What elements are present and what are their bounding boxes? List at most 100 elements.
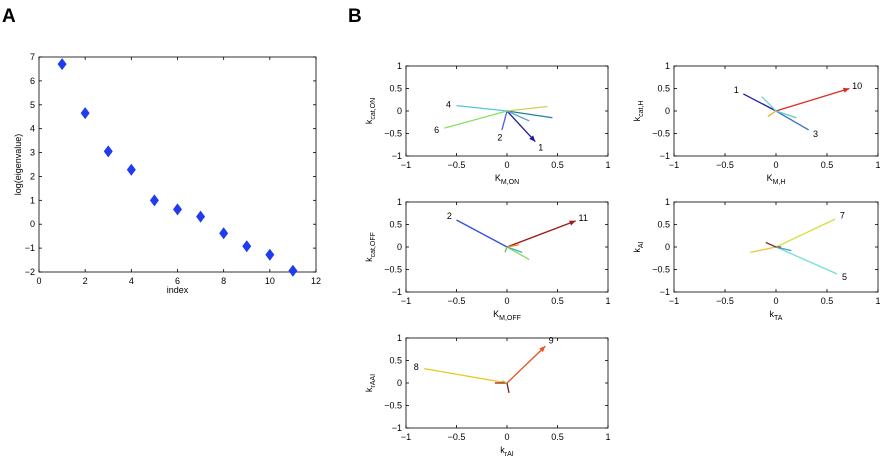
chart-b2-vector xyxy=(775,87,850,112)
chart-b2-vector-label: 10 xyxy=(852,81,862,91)
chart-b2-ytick-label: 0.5 xyxy=(657,84,670,94)
chart-b5-xlabel: krAI xyxy=(500,445,514,458)
chart-b1-vector xyxy=(444,110,508,129)
chart-b5-vector-label: 9 xyxy=(549,336,554,346)
chart-b4-xtick-label: −1 xyxy=(669,296,679,306)
chart-b5-vector-label: 8 xyxy=(414,362,419,372)
chart-a-point xyxy=(149,194,159,207)
chart-a-ytick-label: 1 xyxy=(30,195,35,205)
chart-b3-vector xyxy=(506,246,523,254)
chart-b1-vector xyxy=(456,104,508,112)
chart-b1-vector xyxy=(506,110,553,119)
chart-b1-ytick-label: −1 xyxy=(392,151,402,161)
chart-b2-vector-label: 1 xyxy=(734,85,739,95)
chart-b3-ytick-label: 0.5 xyxy=(389,220,402,230)
chart-b3-xtick-label: −1 xyxy=(401,296,411,306)
chart-b3-xtick-label: 0 xyxy=(504,296,509,306)
chart-b4-xtick-label: −0.5 xyxy=(716,296,734,306)
chart-b2-vector-label: 3 xyxy=(813,129,818,139)
chart-b4-xtick-label: 0 xyxy=(773,296,778,306)
chart-a-ytick-label: 4 xyxy=(30,124,35,134)
chart-b5-xtick-label: 0.5 xyxy=(551,432,564,442)
chart-b2-xtick-label: 0.5 xyxy=(821,160,834,170)
chart-b5-ytick-label: −1 xyxy=(392,423,402,433)
chart-b1-xtick-label: −0.5 xyxy=(448,160,466,170)
chart-a-point xyxy=(219,227,229,240)
chart-b3: −1 −0.5 0 0.5 1 −1 −0.5 0 0.5 1 KM,OFF kcat,OFF 11 2 xyxy=(364,197,611,322)
chart-a-xlabel: index xyxy=(167,285,189,295)
chart-b1-vector-label: 4 xyxy=(446,100,451,110)
chart-a-point xyxy=(196,210,206,223)
chart-a-ytick-label: 5 xyxy=(30,100,35,110)
chart-b3-ytick-label: −1 xyxy=(392,287,402,297)
chart-b3-vector-label: 2 xyxy=(447,211,452,221)
chart-b1-xtick-label: 0 xyxy=(504,160,509,170)
chart-b2-xtick-label: 1 xyxy=(875,160,880,170)
chart-a-ytick-label: −1 xyxy=(25,243,35,253)
chart-b3-ytick-label: −0.5 xyxy=(384,265,402,275)
chart-a-xtick-label: 12 xyxy=(311,276,321,286)
chart-a-point xyxy=(173,203,182,216)
chart-a-point xyxy=(126,163,136,176)
chart-b1-xlabel: KM,ON xyxy=(495,173,519,186)
chart-b5-vector-head xyxy=(539,346,546,353)
chart-b3-xlabel: KM,OFF xyxy=(493,309,521,322)
chart-b2-xtick-label: 0 xyxy=(773,160,778,170)
chart-b4-xtick-label: 1 xyxy=(875,296,880,306)
chart-b5-vector xyxy=(424,367,508,384)
chart-a-point xyxy=(242,240,252,253)
chart-b2-vector xyxy=(743,93,777,112)
chart-a-point xyxy=(80,107,90,120)
chart-a-ytick-label: 3 xyxy=(30,148,35,158)
chart-b4-ytick-label: −0.5 xyxy=(652,265,670,275)
chart-b3-vector xyxy=(506,244,520,248)
chart-b5: −1 −0.5 0 0.5 1 −1 −0.5 0 0.5 1 krAI krAAI 9 8 xyxy=(364,333,611,458)
chart-a-point xyxy=(103,145,113,158)
chart-a-ytick-label: −2 xyxy=(25,267,35,277)
chart-b1-vector xyxy=(506,110,536,143)
chart-b1-vector xyxy=(506,110,530,122)
chart-b1-vector-head xyxy=(529,135,536,142)
chart-b3-vector-head xyxy=(569,220,576,226)
chart-layer: 0 2 4 6 8 10 12−2−101234567indexlog(eigenvalue… xyxy=(13,52,881,458)
chart-b1-ytick-label: 0.5 xyxy=(389,84,402,94)
chart-b5-xtick-label: 0 xyxy=(504,432,509,442)
chart-b2-ytick-label: −0.5 xyxy=(652,129,670,139)
chart-b3-xtick-label: 1 xyxy=(605,296,610,306)
chart-b1-vector-label: 2 xyxy=(497,133,502,143)
chart-b4: −1 −0.5 0 0.5 1 −1 −0.5 0 0.5 1 kTA kAI 7 5 xyxy=(632,197,881,322)
chart-b1-ylabel: kcat,ON xyxy=(364,98,377,124)
chart-b2-xtick-label: −0.5 xyxy=(716,160,734,170)
chart-b2-ytick-label: 0 xyxy=(665,106,670,116)
chart-b2-vector xyxy=(775,110,809,131)
chart-b2-xtick-label: −1 xyxy=(669,160,679,170)
chart-b4-vector-label: 7 xyxy=(840,211,845,221)
chart-b2-ylabel: kcat,H xyxy=(632,101,645,122)
chart-b4-xtick-label: 0.5 xyxy=(821,296,834,306)
chart-a-ytick-label: 0 xyxy=(30,219,35,229)
chart-b3-vector xyxy=(506,246,530,261)
chart-b3-ytick-label: 0 xyxy=(397,242,402,252)
chart-a-ytick-label: 7 xyxy=(30,52,35,62)
chart-a: 0 2 4 6 8 10 12−2−101234567indexlog(eigenvalue… xyxy=(13,52,321,295)
chart-b4-vector xyxy=(775,246,838,275)
panel-letter-a: A xyxy=(2,6,16,27)
chart-b3-xtick-label: −0.5 xyxy=(448,296,466,306)
chart-b3-vector-label: 11 xyxy=(578,213,587,223)
chart-a-xtick-label: 4 xyxy=(129,276,134,286)
chart-b3-vector xyxy=(504,246,508,253)
chart-b5-xtick-label: 1 xyxy=(605,432,610,442)
chart-b3-xtick-label: 0.5 xyxy=(551,296,564,306)
chart-b5-xtick-label: −1 xyxy=(401,432,411,442)
chart-b5-vector xyxy=(506,345,546,384)
chart-b4-vector xyxy=(775,246,792,252)
chart-a-xtick-label: 2 xyxy=(83,276,88,286)
chart-b4-ytick-label: 0.5 xyxy=(657,220,670,230)
chart-a-xtick-label: 8 xyxy=(221,276,226,286)
chart-b1-ytick-label: 1 xyxy=(397,61,402,71)
chart-b5-ytick-label: −0.5 xyxy=(384,401,402,411)
chart-b1-xtick-label: 1 xyxy=(605,160,610,170)
chart-b1-xtick-label: 0.5 xyxy=(551,160,564,170)
chart-a-xtick-label: 10 xyxy=(265,276,275,286)
